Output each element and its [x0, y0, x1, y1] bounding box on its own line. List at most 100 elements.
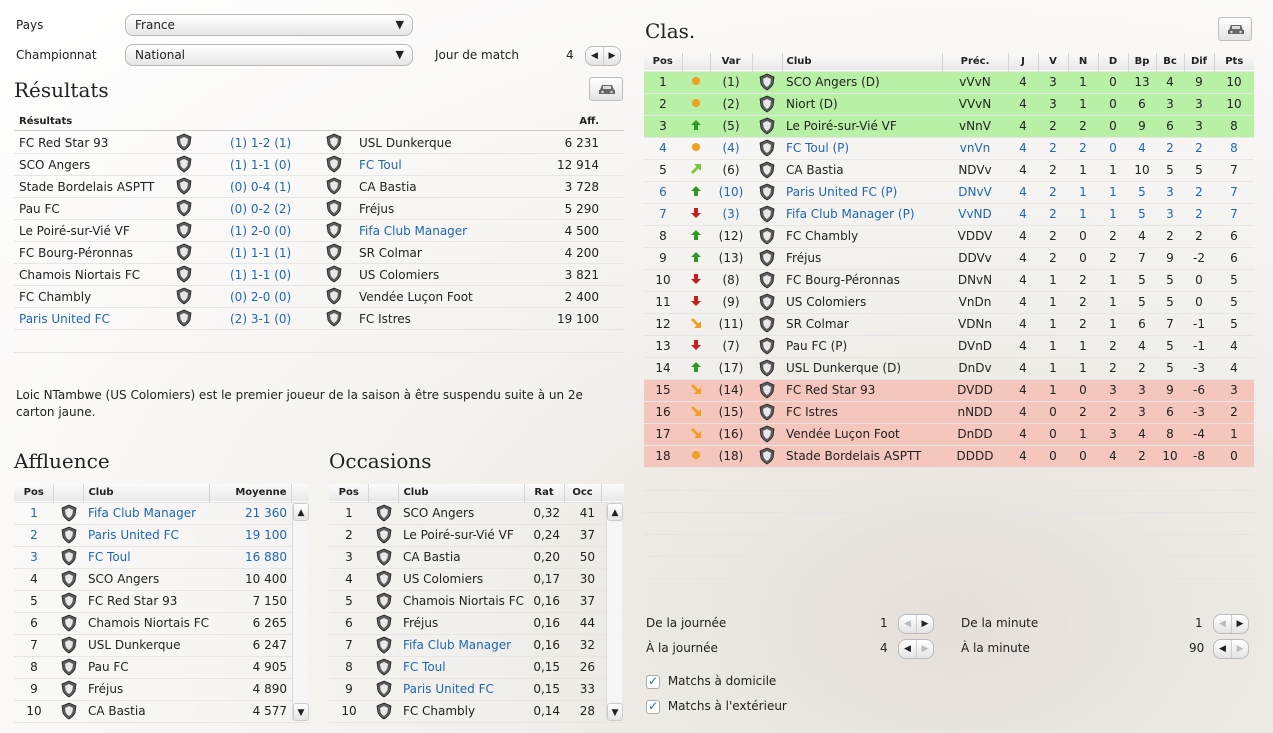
- standings-col[interactable]: Bc: [1156, 53, 1185, 71]
- prev-arrow-icon[interactable]: ◀: [1219, 619, 1226, 629]
- result-row[interactable]: SCO Angers (1) 1-1 (0) FC Toul 12 914: [14, 154, 624, 176]
- standings-row[interactable]: 9 (13) Fréjus DDVv 4 2 0 2 7 9 -2 6: [644, 247, 1254, 269]
- club-name[interactable]: Fifa Club Manager: [87, 506, 197, 520]
- standings-col[interactable]: [752, 53, 783, 71]
- club-name[interactable]: Paris United FC: [402, 682, 494, 696]
- chances-row[interactable]: 2 Le Poiré-sur-Vié VF 0,24 37: [329, 524, 624, 546]
- home-team[interactable]: Paris United FC: [19, 312, 110, 326]
- attendance-scrollbar[interactable]: ▲ ▼: [292, 503, 309, 721]
- standings-options-button[interactable]: [1218, 17, 1252, 41]
- standings-col[interactable]: V: [1038, 53, 1069, 71]
- standings-row[interactable]: 2 (2) Niort (D) VVvN 4 3 1 0 6 3 3 10: [644, 93, 1254, 115]
- away-team[interactable]: US Colomiers: [359, 268, 440, 282]
- result-row[interactable]: FC Chambly (0) 2-0 (0) Vendée Luçon Foot 2 …: [14, 286, 624, 308]
- attendance-row[interactable]: 5 FC Red Star 93 7 150: [14, 590, 309, 612]
- standings-club[interactable]: CA Bastia: [786, 163, 844, 177]
- home-matches-toggle[interactable]: Matchs à domicile: [646, 674, 776, 689]
- standings-row[interactable]: 10 (8) FC Bourg-Péronnas DNvN 4 1 2 1 5 5 0 5: [644, 269, 1254, 291]
- standings-col[interactable]: Var: [710, 53, 753, 71]
- club-name[interactable]: FC Toul: [87, 550, 131, 564]
- standings-club[interactable]: FC Istres: [782, 401, 942, 423]
- attendance-row[interactable]: 10 CA Bastia 4 577: [14, 700, 309, 722]
- score-link[interactable]: (0) 2-0 (0): [230, 290, 292, 304]
- home-team[interactable]: FC Chambly: [19, 290, 92, 304]
- checkbox-checked-icon[interactable]: [646, 674, 660, 689]
- standings-club[interactable]: USL Dunkerque (D): [786, 361, 902, 375]
- score-link[interactable]: (0) 0-2 (2): [230, 202, 292, 216]
- standings-row[interactable]: 5 (6) CA Bastia NDVv 4 2 1 1 10 5 5 7: [644, 159, 1254, 181]
- standings-row[interactable]: 18 (18) Stade Bordelais ASPTT DDDD 4 0 0 4 2 10 -8…: [644, 445, 1254, 467]
- next-arrow-icon[interactable]: ▶: [1231, 615, 1248, 633]
- next-arrow-icon[interactable]: ▶: [916, 615, 933, 633]
- standings-club[interactable]: Pau FC (P): [786, 339, 848, 353]
- chances-row[interactable]: 9 Paris United FC 0,15 33: [329, 678, 624, 700]
- matchday-stepper[interactable]: ◀ ▶: [585, 46, 621, 66]
- standings-col[interactable]: Préc.: [942, 53, 1009, 71]
- next-arrow-icon[interactable]: ▶: [1231, 640, 1248, 658]
- standings-row[interactable]: 8 (12) FC Chambly VDDV 4 2 0 2 4 2 2 6: [644, 225, 1254, 247]
- club-name[interactable]: Le Poiré-sur-Vié VF: [402, 528, 514, 542]
- scroll-down-icon[interactable]: ▼: [293, 703, 309, 721]
- away-team[interactable]: Fréjus: [359, 202, 395, 216]
- standings-row[interactable]: 14 (17) USL Dunkerque (D) DnDv 4 1 1 2 2 5 -3 4: [644, 357, 1254, 379]
- standings-col[interactable]: J: [1008, 53, 1039, 71]
- standings-row[interactable]: 1 (1) SCO Angers (D) vVvN 4 3 1 0 13 4 9 10: [644, 71, 1254, 93]
- standings-club[interactable]: FC Chambly: [786, 229, 859, 243]
- away-team[interactable]: SR Colmar: [359, 246, 422, 260]
- club-name[interactable]: Pau FC: [87, 660, 129, 674]
- score-link[interactable]: (1) 1-1 (0): [230, 268, 292, 282]
- club-name[interactable]: Chamois Niortais FC: [87, 616, 210, 630]
- club-name[interactable]: FC Toul: [402, 660, 446, 674]
- away-team[interactable]: FC Istres: [359, 312, 411, 326]
- club-name[interactable]: SCO Angers: [87, 572, 160, 586]
- standings-col[interactable]: Pts: [1225, 56, 1244, 68]
- standings-row[interactable]: 4 (4) FC Toul (P) vnVn 4 2 2 0 4 2 2 8: [644, 137, 1254, 159]
- standings-club[interactable]: SCO Angers (D): [782, 71, 942, 93]
- chances-row[interactable]: 1 SCO Angers 0,32 41: [329, 502, 624, 524]
- standings-col[interactable]: Dif: [1184, 53, 1215, 71]
- club-name[interactable]: CA Bastia: [402, 550, 461, 564]
- attendance-row[interactable]: 7 USL Dunkerque 6 247: [14, 634, 309, 656]
- standings-col[interactable]: D: [1098, 53, 1129, 71]
- club-name[interactable]: Paris United FC: [87, 528, 179, 542]
- standings-col[interactable]: N: [1068, 53, 1099, 71]
- league-dropdown[interactable]: National ▼: [125, 44, 413, 66]
- standings-club[interactable]: Paris United FC (P): [786, 185, 898, 199]
- score-link[interactable]: (1) 1-1 (1): [230, 246, 292, 260]
- result-row[interactable]: Paris United FC (2) 3-1 (0) FC Istres 19 10…: [14, 308, 624, 330]
- chances-row[interactable]: 10 FC Chambly 0,14 28: [329, 700, 624, 722]
- result-row[interactable]: FC Red Star 93 (1) 1-2 (1) USL Dunkerque 6 …: [14, 132, 624, 154]
- home-team[interactable]: Stade Bordelais ASPTT: [19, 180, 155, 194]
- standings-club[interactable]: Fréjus: [786, 251, 822, 265]
- scroll-up-icon[interactable]: ▲: [293, 503, 309, 521]
- next-arrow-icon[interactable]: ▶: [603, 47, 620, 65]
- next-arrow-icon[interactable]: ▶: [916, 640, 933, 658]
- standings-col[interactable]: Club: [782, 53, 943, 71]
- attendance-row[interactable]: 3 FC Toul 16 880: [14, 546, 309, 568]
- attendance-row[interactable]: 8 Pau FC 4 905: [14, 656, 309, 678]
- scroll-up-icon[interactable]: ▲: [607, 503, 623, 521]
- standings-row[interactable]: 13 (7) Pau FC (P) DVnD 4 1 1 2 4 5 -1 4: [644, 335, 1254, 357]
- chances-row[interactable]: 8 FC Toul 0,15 26: [329, 656, 624, 678]
- standings-club[interactable]: SR Colmar: [786, 317, 849, 331]
- from-day-stepper[interactable]: ◀ ▶: [898, 614, 934, 634]
- score-link[interactable]: (1) 1-1 (0): [230, 158, 292, 172]
- result-row[interactable]: Stade Bordelais ASPTT (0) 0-4 (1) CA Basti…: [14, 176, 624, 198]
- standings-col[interactable]: Bp: [1128, 53, 1157, 71]
- attendance-row[interactable]: 2 Paris United FC 19 100: [14, 524, 309, 546]
- chances-row[interactable]: 3 CA Bastia 0,20 50: [329, 546, 624, 568]
- chances-row[interactable]: 6 Fréjus 0,16 44: [329, 612, 624, 634]
- chances-row[interactable]: 7 Fifa Club Manager 0,16 32: [329, 634, 624, 656]
- club-name[interactable]: Fréjus: [402, 616, 439, 630]
- standings-row[interactable]: 6 (10) Paris United FC (P) DNvV 4 2 1 1 5 3 2 7: [644, 181, 1254, 203]
- home-team[interactable]: FC Bourg-Péronnas: [19, 246, 133, 260]
- prev-arrow-icon[interactable]: ◀: [591, 51, 598, 61]
- standings-row[interactable]: 12 (11) SR Colmar VDNn 4 1 2 1 6 7 -1 5: [644, 313, 1254, 335]
- club-name[interactable]: US Colomiers: [402, 572, 484, 586]
- attendance-row[interactable]: 9 Fréjus 4 890: [14, 678, 309, 700]
- standings-club[interactable]: US Colomiers: [786, 295, 867, 309]
- club-name[interactable]: SCO Angers: [402, 506, 475, 520]
- chances-row[interactable]: 4 US Colomiers 0,17 30: [329, 568, 624, 590]
- standings-club[interactable]: Niort (D): [782, 93, 942, 115]
- attendance-row[interactable]: 6 Chamois Niortais FC 6 265: [14, 612, 309, 634]
